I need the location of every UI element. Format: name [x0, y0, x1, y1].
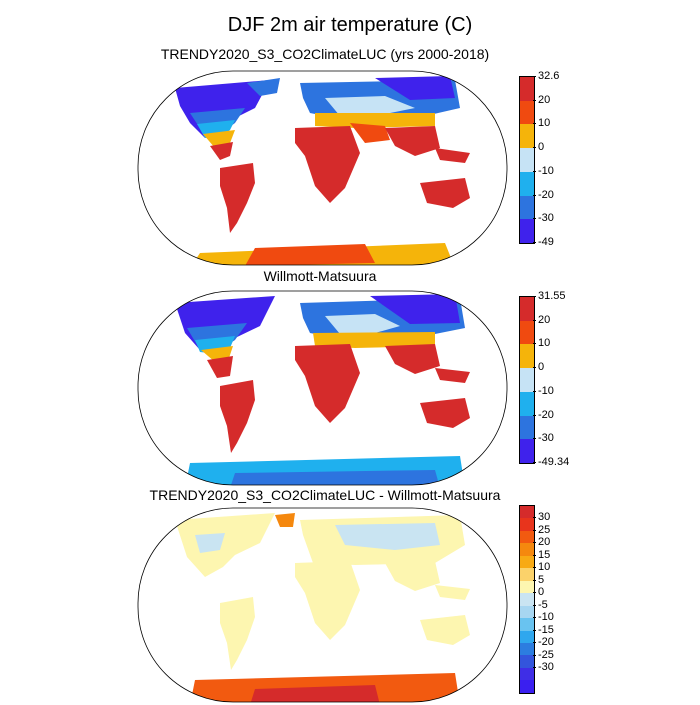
panel2-colorbar — [519, 296, 535, 464]
colorbar-tick — [533, 604, 536, 606]
colorbar-swatch — [520, 391, 534, 416]
colorbar-swatch — [520, 568, 534, 581]
colorbar-label: 32.6 — [538, 70, 560, 82]
colorbar-swatch — [520, 439, 534, 463]
colorbar-label: 31.55 — [538, 290, 566, 302]
colorbar-tick — [533, 319, 536, 321]
colorbar-tick — [533, 554, 536, 556]
panel3-map — [137, 507, 508, 703]
colorbar-swatch — [520, 344, 534, 369]
colorbar-swatch — [520, 680, 534, 693]
colorbar-label: 10 — [538, 117, 551, 130]
colorbar-swatch — [520, 100, 534, 125]
panel1-title: TRENDY2020_S3_CO2ClimateLUC (yrs 2000-20… — [160, 46, 490, 62]
colorbar-tick — [533, 617, 536, 619]
colorbar-swatch — [520, 530, 534, 544]
colorbar-tick — [533, 99, 536, 101]
colorbar-label: -20 — [538, 636, 554, 649]
colorbar-label: -25 — [538, 648, 554, 661]
panel1-colorbar — [519, 76, 535, 244]
colorbar-label: -5 — [538, 598, 548, 611]
colorbar-tick — [533, 579, 536, 581]
colorbar-tick — [533, 367, 536, 369]
colorbar-swatch — [520, 320, 534, 345]
colorbar-swatch — [520, 543, 534, 556]
colorbar-tick — [533, 170, 536, 172]
colorbar-label: -30 — [538, 432, 554, 445]
colorbar-swatch — [520, 555, 534, 569]
colorbar-tick — [533, 542, 536, 544]
colorbar-tick — [533, 218, 536, 220]
colorbar-swatch — [520, 630, 534, 643]
colorbar-tick — [533, 567, 536, 569]
colorbar-label: 0 — [538, 586, 545, 599]
colorbar-tick — [533, 343, 536, 345]
colorbar-label: -30 — [538, 212, 554, 225]
colorbar-label: 20 — [538, 313, 551, 326]
colorbar-tick — [533, 592, 536, 594]
colorbar-label: 20 — [538, 93, 551, 106]
colorbar-tick — [533, 438, 536, 440]
colorbar-label: -10 — [538, 384, 554, 397]
colorbar-swatch — [520, 642, 534, 656]
colorbar-swatch — [520, 195, 534, 220]
panel2-map — [137, 290, 508, 486]
colorbar-label: 0 — [538, 141, 545, 154]
colorbar-label: -30 — [538, 661, 554, 674]
colorbar-tick — [533, 147, 536, 149]
colorbar-swatch — [520, 593, 534, 606]
colorbar-swatch — [520, 148, 534, 172]
colorbar-swatch — [520, 297, 534, 321]
colorbar-swatch — [520, 655, 534, 668]
colorbar-label: -15 — [538, 623, 554, 636]
colorbar-tick — [533, 517, 536, 519]
colorbar-tick — [533, 654, 536, 656]
colorbar-tick — [533, 642, 536, 644]
colorbar-tick — [533, 296, 536, 297]
panel1-map — [137, 70, 508, 266]
colorbar-swatch — [520, 171, 534, 196]
colorbar-tick — [533, 123, 536, 125]
colorbar-tick — [533, 462, 536, 463]
colorbar-label: -20 — [538, 408, 554, 421]
colorbar-swatch — [520, 506, 534, 519]
colorbar-swatch — [520, 368, 534, 392]
colorbar-label: 25 — [538, 523, 551, 536]
colorbar-label: -20 — [538, 188, 554, 201]
colorbar-label: 0 — [538, 361, 545, 374]
panel3-colorbar — [519, 505, 535, 694]
figure-title: DJF 2m air temperature (C) — [227, 14, 473, 36]
colorbar-label: 5 — [538, 573, 545, 586]
colorbar-swatch — [520, 415, 534, 440]
colorbar-swatch — [520, 618, 534, 631]
colorbar-label: -49.34 — [538, 456, 570, 468]
colorbar-tick — [533, 194, 536, 196]
colorbar-swatch — [520, 77, 534, 101]
colorbar-tick — [533, 629, 536, 631]
colorbar-label: 10 — [538, 561, 551, 574]
colorbar-tick — [533, 667, 536, 669]
colorbar-swatch — [520, 219, 534, 243]
colorbar-swatch — [520, 518, 534, 531]
colorbar-label: -10 — [538, 611, 554, 624]
colorbar-label: 15 — [538, 548, 551, 561]
colorbar-label: -10 — [538, 164, 554, 177]
colorbar-swatch — [520, 605, 534, 619]
panel3-title: TRENDY2020_S3_CO2ClimateLUC - Willmott-M… — [149, 487, 501, 503]
colorbar-swatch — [520, 580, 534, 594]
colorbar-label: 10 — [538, 337, 551, 350]
colorbar-tick — [533, 390, 536, 392]
panel2-title: Willmott-Matsuura — [263, 268, 377, 284]
colorbar-tick — [533, 76, 536, 77]
colorbar-label: 20 — [538, 536, 551, 549]
colorbar-swatch — [520, 667, 534, 681]
colorbar-swatch — [520, 124, 534, 149]
colorbar-tick — [533, 242, 536, 243]
colorbar-tick — [533, 529, 536, 531]
colorbar-label: -49 — [538, 236, 554, 248]
colorbar-tick — [533, 414, 536, 416]
colorbar-label: 30 — [538, 511, 551, 524]
